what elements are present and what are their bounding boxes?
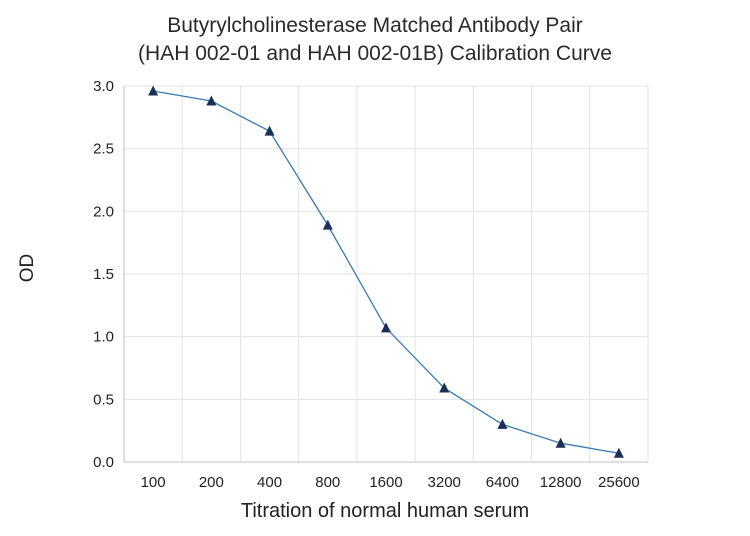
chart-title-line-1: Butyrylcholinesterase Matched Antibody P… xyxy=(167,14,583,37)
x-tick-label: 800 xyxy=(315,474,340,491)
x-tick-label: 6400 xyxy=(486,474,519,491)
chart-title-line-2: (HAH 002-01 and HAH 002-01B) Calibration… xyxy=(138,42,612,65)
data-point-marker xyxy=(613,447,624,458)
grid-lines xyxy=(123,85,649,463)
x-tick-label: 1600 xyxy=(369,474,402,491)
data-point-marker xyxy=(555,437,566,448)
x-tick-label: 400 xyxy=(257,474,282,491)
data-point-marker xyxy=(264,125,275,136)
x-tick-label: 12800 xyxy=(540,474,582,491)
x-tick-label: 100 xyxy=(141,474,166,491)
y-tick-label: 2.0 xyxy=(93,203,114,220)
y-tick-label: 1.5 xyxy=(93,266,114,283)
data-point-marker xyxy=(497,418,508,429)
y-tick-label: 3.0 xyxy=(93,78,114,95)
y-tick-labels: 0.0 0.5 1.0 1.5 2.0 2.5 3.0 xyxy=(93,78,114,471)
x-axis-label: Titration of normal human serum xyxy=(240,500,530,522)
y-tick-label: 2.5 xyxy=(93,141,114,158)
x-tick-label: 3200 xyxy=(428,474,461,491)
data-point-marker xyxy=(439,382,450,393)
data-point-marker xyxy=(322,219,333,230)
x-tick-label: 200 xyxy=(199,474,224,491)
data-point-marker xyxy=(206,95,217,106)
data-point-marker xyxy=(148,85,159,96)
x-tick-labels: 100 200 400 800 1600 3200 6400 12800 25600 xyxy=(141,474,640,491)
data-point-marker xyxy=(381,322,391,333)
x-tick-label: 25600 xyxy=(598,474,640,491)
axes xyxy=(123,86,648,463)
y-tick-label: 0.5 xyxy=(93,391,114,408)
data-series xyxy=(148,85,624,458)
y-tick-label: 1.0 xyxy=(93,329,114,346)
y-tick-label: 0.0 xyxy=(93,454,114,471)
